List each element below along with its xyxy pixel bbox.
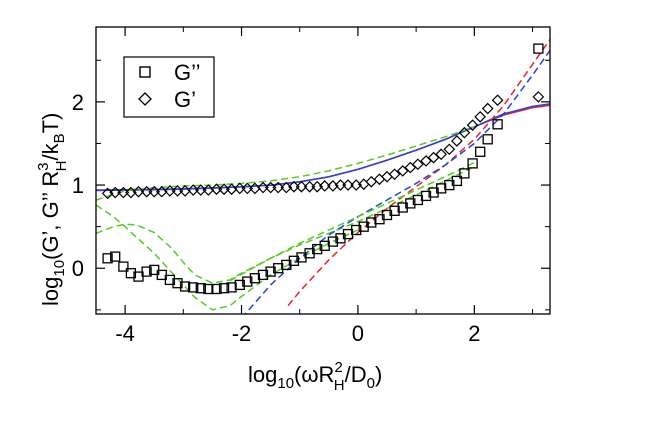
point-g-prime — [451, 135, 463, 147]
point-g-prime — [318, 180, 331, 192]
legend: G’’ G’ — [123, 56, 215, 118]
legend-label-g-double-prime: G’’ — [174, 60, 201, 85]
point-g-double-prime — [467, 158, 478, 169]
curve-fit-G’’-blue-dashed — [244, 49, 550, 314]
point-g-prime — [342, 179, 354, 191]
x-axis-label: log10(ωR2 H/D0) — [248, 359, 382, 394]
y-tick-label: 1 — [72, 173, 84, 198]
point-g-prime — [388, 168, 401, 181]
point-g-double-prime — [218, 283, 230, 294]
point-g-double-prime — [226, 282, 237, 293]
point-g-double-prime — [420, 190, 432, 202]
point-g-double-prime — [405, 198, 416, 209]
point-g-prime — [303, 180, 316, 193]
point-g-double-prime — [436, 183, 447, 194]
legend-diamond-marker — [138, 92, 152, 106]
point-g-double-prime — [211, 283, 222, 295]
y-tick-label: 0 — [72, 256, 84, 281]
point-g-prime — [435, 148, 448, 161]
point-g-prime — [491, 94, 504, 107]
point-g-double-prime — [366, 217, 377, 228]
point-g-prime — [264, 181, 277, 194]
point-g-prime — [164, 185, 176, 197]
point-g-prime — [532, 91, 545, 103]
point-g-prime — [334, 179, 347, 191]
point-g-prime — [241, 182, 254, 195]
axis-ticks: -4 -2 0 2 0 1 2 — [72, 27, 550, 346]
point-g-double-prime — [312, 243, 323, 255]
point-g-double-prime — [203, 283, 214, 295]
point-g-prime — [109, 186, 122, 199]
point-g-prime — [187, 184, 200, 196]
point-g-double-prime — [327, 236, 339, 247]
y-tick-label: 2 — [72, 90, 84, 115]
point-g-double-prime — [110, 251, 121, 262]
point-g-double-prime — [389, 205, 400, 216]
point-g-double-prime — [172, 278, 183, 289]
x-tick-label: 2 — [468, 321, 480, 346]
point-g-prime — [171, 185, 184, 197]
data-markers — [101, 43, 545, 295]
point-g-double-prime — [288, 255, 300, 266]
point-g-prime — [420, 155, 432, 167]
point-g-double-prime — [459, 168, 470, 179]
curve-fit-G’’-red-dashed — [287, 39, 550, 307]
point-g-prime — [404, 161, 417, 174]
point-g-prime — [466, 119, 479, 132]
y-axis-label: log10(G’, G’’ R3H/kBT) — [35, 113, 70, 306]
point-g-double-prime — [179, 281, 191, 292]
point-g-double-prime — [249, 273, 261, 284]
point-g-prime — [412, 158, 424, 171]
point-g-prime — [117, 186, 130, 199]
point-g-double-prime — [475, 146, 486, 157]
point-g-double-prime — [273, 263, 284, 274]
x-tick-label: -4 — [115, 321, 135, 346]
point-g-double-prime — [351, 224, 362, 236]
point-g-prime — [288, 180, 300, 193]
point-g-prime — [132, 185, 145, 198]
legend-square-marker — [139, 66, 151, 78]
point-g-prime — [148, 185, 161, 198]
legend-label-g-prime: G’ — [174, 87, 196, 112]
point-g-double-prime — [118, 261, 129, 272]
point-g-double-prime — [195, 283, 206, 294]
point-g-prime — [427, 151, 440, 164]
x-tick-label: 0 — [352, 321, 364, 346]
x-tick-label: -2 — [232, 321, 252, 346]
point-g-double-prime — [234, 279, 245, 291]
point-g-prime — [194, 184, 207, 196]
point-g-prime — [210, 183, 223, 196]
point-g-double-prime — [482, 134, 493, 145]
point-g-double-prime — [492, 119, 503, 130]
curve-fit-G’’-green-asymptote — [229, 161, 475, 282]
point-g-double-prime — [242, 276, 253, 287]
legend-box — [123, 56, 215, 118]
point-g-double-prime — [125, 268, 137, 279]
point-g-prime — [140, 185, 153, 198]
point-g-prime — [257, 181, 269, 194]
point-g-double-prime — [164, 274, 176, 286]
point-g-double-prime — [102, 253, 113, 264]
point-g-prime — [481, 102, 494, 115]
point-g-prime — [272, 181, 285, 194]
point-g-prime — [443, 143, 456, 156]
curve-fit-G’-green-dashed — [96, 126, 475, 201]
point-g-prime — [295, 180, 308, 193]
point-g-prime — [233, 182, 246, 195]
point-g-prime — [458, 126, 471, 139]
point-g-prime — [218, 183, 230, 196]
curve-fit-G’’-green-dashed-lower — [96, 204, 359, 311]
point-g-double-prime — [451, 175, 463, 187]
point-g-double-prime — [141, 266, 152, 277]
plot-frame — [95, 26, 551, 315]
point-g-prime — [474, 110, 487, 123]
point-g-prime — [396, 165, 409, 177]
point-g-double-prime — [188, 282, 199, 293]
point-g-double-prime — [265, 266, 276, 277]
point-g-double-prime — [257, 269, 269, 281]
point-g-double-prime — [533, 43, 544, 54]
